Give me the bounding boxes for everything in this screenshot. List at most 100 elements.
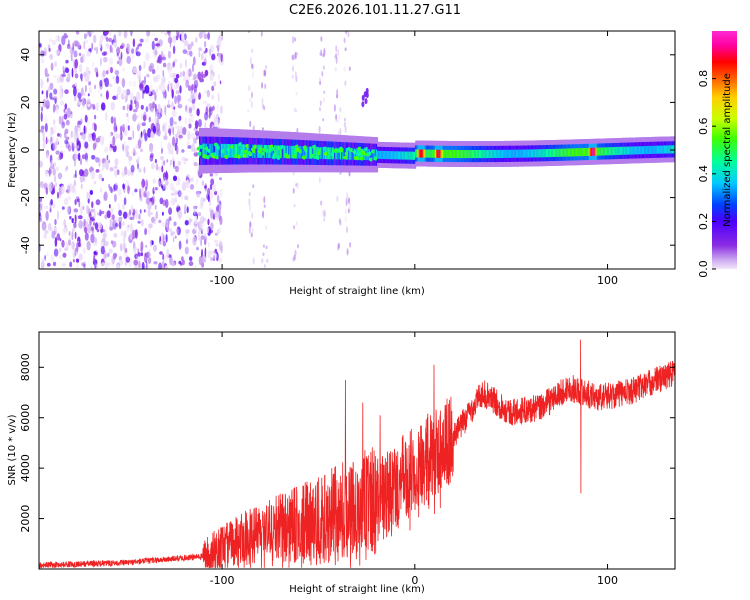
noise-dot bbox=[82, 71, 88, 77]
noise-dot bbox=[220, 54, 223, 63]
x-tick-label: -100 bbox=[210, 274, 235, 287]
noise-dot bbox=[188, 123, 192, 129]
noise-dot bbox=[60, 150, 66, 154]
noise-dot bbox=[152, 125, 156, 135]
noise-dot bbox=[189, 111, 193, 117]
noise-dot bbox=[130, 98, 133, 106]
noise-dot bbox=[73, 188, 77, 195]
noise-dot bbox=[116, 46, 121, 55]
noise-dot bbox=[211, 53, 216, 61]
noise-dot bbox=[210, 257, 214, 261]
noise-dot bbox=[80, 158, 82, 166]
noise-dot bbox=[108, 57, 113, 66]
noise-dot bbox=[200, 196, 204, 206]
noise-dot bbox=[158, 84, 162, 91]
noise-dot bbox=[195, 79, 199, 85]
noise-dot bbox=[116, 60, 119, 65]
noise-dot bbox=[153, 216, 156, 225]
noise-dot bbox=[145, 260, 148, 269]
noise-dot bbox=[94, 222, 99, 231]
noise-dot bbox=[187, 131, 191, 141]
noise-dot bbox=[97, 89, 100, 94]
noise-dot bbox=[141, 122, 146, 127]
noise-dot bbox=[145, 106, 149, 112]
noise-dot bbox=[176, 203, 180, 208]
noise-dot bbox=[106, 210, 111, 219]
noise-dot bbox=[94, 123, 97, 132]
noise-dot bbox=[115, 126, 118, 132]
noise-dot bbox=[211, 85, 215, 92]
noise-dot bbox=[101, 262, 105, 266]
noise-dot bbox=[74, 214, 77, 224]
noise-dot bbox=[344, 117, 346, 122]
noise-dot bbox=[57, 133, 60, 137]
noise-dot bbox=[250, 101, 253, 109]
noise-dot bbox=[69, 236, 72, 241]
noise-dot bbox=[344, 208, 347, 215]
noise-dot bbox=[141, 218, 144, 227]
noise-dot bbox=[49, 82, 54, 91]
noise-dot bbox=[82, 263, 86, 268]
noise-dot bbox=[132, 146, 135, 154]
noise-dot bbox=[49, 92, 53, 100]
noise-dot bbox=[334, 67, 337, 72]
noise-dot bbox=[42, 139, 46, 150]
band-cell bbox=[497, 149, 500, 158]
noise-dot bbox=[338, 113, 341, 120]
noise-dot bbox=[263, 264, 266, 268]
noise-dot bbox=[158, 104, 161, 114]
noise-dot bbox=[73, 50, 78, 58]
band-cell bbox=[560, 148, 564, 157]
noise-dot bbox=[80, 202, 83, 211]
band-cell bbox=[282, 145, 285, 159]
noise-dot bbox=[113, 76, 117, 85]
noise-dot bbox=[101, 72, 104, 82]
noise-dot bbox=[92, 142, 96, 151]
noise-dot bbox=[71, 231, 74, 241]
noise-dot bbox=[58, 115, 62, 125]
band-cell bbox=[558, 148, 561, 157]
noise-dot bbox=[187, 145, 192, 149]
band-cell bbox=[464, 150, 468, 159]
noise-dot bbox=[82, 54, 85, 64]
noise-dot bbox=[105, 45, 110, 50]
noise-dot bbox=[39, 211, 41, 217]
noise-dot bbox=[49, 54, 53, 60]
noise-dot bbox=[42, 98, 47, 108]
band-cell bbox=[327, 147, 330, 160]
band-cell bbox=[489, 150, 492, 159]
noise-dot bbox=[203, 100, 208, 105]
noise-dot bbox=[200, 237, 202, 247]
noise-dot bbox=[161, 147, 163, 154]
band-cell bbox=[522, 149, 525, 158]
noise-dot bbox=[126, 224, 130, 233]
band-cell bbox=[562, 148, 565, 157]
noise-dot bbox=[162, 124, 165, 132]
noise-dot bbox=[43, 182, 48, 190]
noise-dot bbox=[44, 67, 48, 77]
noise-dot bbox=[249, 57, 252, 64]
noise-dot bbox=[125, 145, 130, 152]
noise-dot bbox=[155, 88, 159, 93]
noise-dot bbox=[143, 166, 146, 174]
noise-dot bbox=[158, 219, 162, 224]
noise-dot bbox=[73, 95, 77, 102]
noise-dot bbox=[187, 68, 192, 77]
noise-dot bbox=[173, 83, 179, 90]
band-cell bbox=[459, 150, 462, 159]
noise-dot bbox=[125, 98, 127, 103]
noise-dot bbox=[343, 66, 346, 72]
band-cell bbox=[629, 146, 632, 155]
noise-dot bbox=[115, 222, 119, 228]
noise-dot bbox=[104, 31, 109, 35]
noise-dot bbox=[65, 241, 69, 251]
noise-dot bbox=[165, 170, 168, 179]
noise-dot bbox=[126, 52, 132, 59]
noise-dot bbox=[200, 52, 204, 61]
noise-dot bbox=[112, 76, 115, 80]
noise-dot bbox=[145, 244, 148, 248]
noise-dot bbox=[90, 265, 93, 269]
noise-dot bbox=[294, 249, 297, 257]
band-cell bbox=[446, 149, 449, 158]
x-tick-label: 100 bbox=[597, 574, 618, 587]
